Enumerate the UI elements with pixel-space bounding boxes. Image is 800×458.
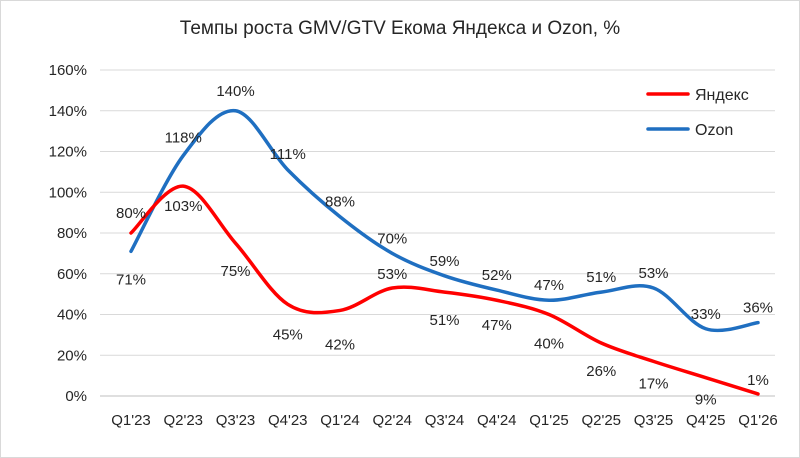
data-label-ozon: 52%: [482, 267, 512, 284]
data-label-yandex: 80%: [116, 205, 146, 222]
y-tick-label: 160%: [49, 62, 87, 79]
data-label-yandex: 47%: [482, 317, 512, 334]
x-tick-label: Q4'25: [686, 412, 726, 429]
x-tick-label: Q4'23: [268, 412, 308, 429]
data-label-ozon: 118%: [165, 130, 202, 147]
data-label-yandex: 45%: [273, 326, 303, 343]
y-axis: 0% 20% 40% 60% 80% 100% 120% 140% 160%: [49, 62, 87, 405]
series-lines: [129, 108, 760, 396]
x-tick-label: Q3'24: [425, 412, 465, 429]
grid-lines: [100, 69, 775, 397]
data-label-ozon: 47%: [534, 277, 564, 294]
x-tick-label: Q1'24: [320, 412, 360, 429]
data-label-ozon: 33%: [691, 306, 721, 323]
x-tick-label: Q2'25: [581, 412, 621, 429]
data-label-yandex: 51%: [429, 312, 459, 329]
data-label-yandex: 1%: [747, 372, 769, 389]
series-line-ozon: [129, 108, 760, 333]
data-label-ozon: 70%: [377, 230, 407, 247]
data-label-ozon: 36%: [743, 300, 773, 317]
data-label-yandex: 40%: [534, 336, 564, 353]
data-label-yandex: 75%: [220, 263, 250, 280]
x-tick-label: Q3'25: [634, 412, 674, 429]
x-tick-label: Q1'26: [738, 412, 778, 429]
data-label-yandex: 9%: [695, 392, 717, 409]
legend-label-yandex: Яндекс: [695, 87, 749, 104]
data-labels: 80% 103% 75% 45% 42% 53% 51% 47% 40% 26% 17% 9% 1% 71…: [116, 83, 773, 409]
data-label-yandex: 17%: [638, 375, 668, 392]
x-tick-label: Q2'24: [372, 412, 412, 429]
y-tick-label: 60%: [57, 266, 87, 283]
series-line-yandex: [129, 184, 760, 396]
data-label-yandex: 103%: [164, 198, 202, 215]
data-label-ozon: 51%: [586, 269, 616, 286]
data-label-ozon: 140%: [216, 83, 254, 100]
data-label-ozon: 59%: [429, 253, 459, 270]
y-tick-label: 80%: [57, 225, 87, 242]
data-label-yandex: 53%: [377, 266, 407, 283]
x-tick-label: Q1'23: [111, 412, 151, 429]
y-tick-label: 20%: [57, 347, 87, 364]
data-label-yandex: 26%: [586, 363, 616, 380]
data-label-ozon: 88%: [325, 194, 355, 211]
legend-label-ozon: Ozon: [695, 122, 733, 139]
x-tick-label: Q4'24: [477, 412, 517, 429]
y-tick-label: 0%: [65, 388, 87, 405]
y-tick-label: 120%: [49, 144, 87, 161]
x-axis: Q1'23 Q2'23 Q3'23 Q4'23 Q1'24 Q2'24 Q3'24 Q4'24…: [111, 412, 778, 429]
data-label-ozon: 111%: [270, 146, 306, 163]
y-tick-label: 40%: [57, 307, 87, 324]
chart-title: Темпы роста GMV/GTV Екома Яндекса и Ozon…: [179, 18, 621, 39]
data-label-yandex: 42%: [325, 336, 355, 353]
x-tick-label: Q2'23: [163, 412, 203, 429]
y-tick-label: 100%: [49, 184, 87, 201]
y-tick-label: 140%: [49, 103, 87, 120]
x-tick-label: Q1'25: [529, 412, 569, 429]
data-label-ozon: 71%: [116, 271, 146, 288]
x-tick-label: Q3'23: [216, 412, 256, 429]
data-label-ozon: 53%: [638, 265, 668, 282]
legend: Яндекс Ozon: [646, 87, 749, 139]
